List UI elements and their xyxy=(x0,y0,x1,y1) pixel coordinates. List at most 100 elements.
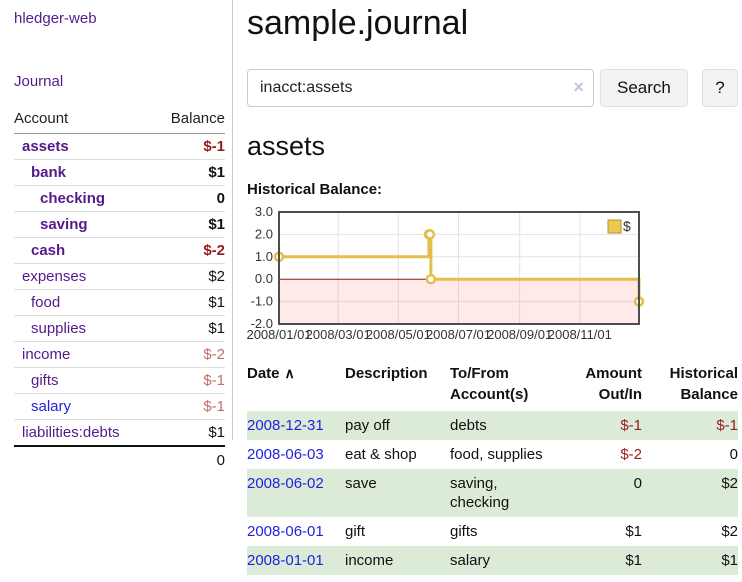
account-row: checking 0 xyxy=(14,185,225,212)
y-tick-label: 3.0 xyxy=(255,204,273,219)
account-link[interactable]: supplies xyxy=(31,320,87,337)
legend-swatch xyxy=(607,219,622,234)
sidebar: hledger-web Journal Account Balance asse… xyxy=(0,0,233,474)
account-link[interactable]: cash xyxy=(31,242,66,259)
account-balance: 0 xyxy=(153,185,225,212)
account-row: bank $1 xyxy=(14,159,225,186)
register-row: 2008-01-01 income salary $1 $1 xyxy=(247,546,738,575)
transaction-date-link[interactable]: 2008-06-03 xyxy=(247,446,324,463)
transaction-amount: $1 xyxy=(625,523,642,540)
account-row: food $1 xyxy=(14,289,225,316)
account-row: cash $-2 xyxy=(14,237,225,264)
clear-search-icon[interactable]: × xyxy=(573,77,584,97)
transaction-description: income xyxy=(345,552,394,569)
data-point-marker xyxy=(424,229,436,240)
transaction-description: pay off xyxy=(345,417,390,434)
account-link[interactable]: expenses xyxy=(22,268,87,285)
account-row: assets $-1 xyxy=(14,133,225,160)
chart-border xyxy=(278,211,640,325)
register-row: 2008-06-02 save saving, checking 0 $2 xyxy=(247,469,738,517)
date-header-label: Date xyxy=(247,365,280,382)
account-balance: $-1 xyxy=(153,133,225,160)
accounts-total-row: 0 xyxy=(14,445,225,474)
account-balance: $-1 xyxy=(153,393,225,420)
x-tick-label: 2008/05/01 xyxy=(366,327,431,342)
description-column-header: Description xyxy=(345,365,428,382)
register-rows: 2008-12-31 pay off debts $-1 $-1 2008-06-03 ea… xyxy=(247,411,738,575)
account-balance: $1 xyxy=(153,315,225,342)
transaction-date-link[interactable]: 2008-01-01 xyxy=(247,552,324,569)
account-link[interactable]: assets xyxy=(22,138,69,155)
account-link[interactable]: liabilities:debts xyxy=(22,424,120,441)
account-row: saving $1 xyxy=(14,211,225,238)
app-brand-link[interactable]: hledger-web xyxy=(14,10,97,27)
account-link[interactable]: checking xyxy=(40,190,106,207)
transaction-date-link[interactable]: 2008-06-01 xyxy=(247,523,324,540)
help-button[interactable]: ? xyxy=(701,69,738,107)
page-title: sample.journal xyxy=(247,4,469,42)
historical-balance-column-header: Historical Balance xyxy=(669,365,738,403)
transaction-accounts: salary xyxy=(450,552,491,569)
transaction-date-link[interactable]: 2008-12-31 xyxy=(247,417,324,434)
register-row: 2008-06-01 gift gifts $1 $2 xyxy=(247,517,738,546)
x-tick-label: 2008/01/01 xyxy=(246,327,311,342)
y-tick-label: 2.0 xyxy=(255,226,273,241)
y-tick-label: -2.0 xyxy=(251,316,273,331)
account-link[interactable]: salary xyxy=(31,398,72,415)
search-button[interactable]: Search xyxy=(600,69,688,107)
account-title: assets xyxy=(247,131,326,161)
balance-column-header: Balance xyxy=(153,108,225,134)
transaction-balance: $1 xyxy=(721,552,738,569)
x-tick-label: 2008/07/01 xyxy=(426,327,491,342)
account-link[interactable]: saving xyxy=(40,216,88,233)
transaction-accounts: saving, checking xyxy=(450,475,510,511)
y-tick-label: 0.0 xyxy=(255,271,273,286)
account-balance: $2 xyxy=(153,263,225,290)
main-content: sample.journal × Search ? assets Histori… xyxy=(246,0,738,575)
transaction-date-link[interactable]: 2008-06-02 xyxy=(247,475,324,492)
search-form: × Search ? xyxy=(247,69,738,107)
negative-region xyxy=(279,279,639,324)
register-table: Date ∧ Description To/From Account(s) Amou… xyxy=(247,363,738,575)
transaction-amount: 0 xyxy=(633,475,642,492)
date-column-header[interactable]: Date ∧ xyxy=(247,363,345,411)
transaction-description: save xyxy=(345,475,377,492)
account-row: supplies $1 xyxy=(14,315,225,342)
sidebar-item-journal[interactable]: Journal xyxy=(14,73,64,90)
account-row: gifts $-1 xyxy=(14,367,225,394)
account-balance: $-2 xyxy=(153,237,225,264)
register-row: 2008-06-03 eat & shop food, supplies $-2 0 xyxy=(247,440,738,469)
x-tick-label: 2008/11/01 xyxy=(548,327,612,342)
register-row: 2008-12-31 pay off debts $-1 $-1 xyxy=(247,411,738,440)
x-tick-label: 2008/03/01 xyxy=(306,327,371,342)
transaction-amount: $-2 xyxy=(620,446,642,463)
transaction-accounts: food, supplies xyxy=(450,446,543,463)
account-link[interactable]: food xyxy=(31,294,61,311)
transaction-description: gift xyxy=(345,523,366,540)
transaction-description: eat & shop xyxy=(345,446,417,463)
transaction-amount: $-1 xyxy=(620,417,642,434)
y-tick-label: -1.0 xyxy=(251,294,273,309)
account-link[interactable]: gifts xyxy=(31,372,59,389)
accounts-total-value: 0 xyxy=(153,445,225,474)
account-balance: $1 xyxy=(153,419,225,447)
x-tick-label: 2008/09/01 xyxy=(487,327,552,342)
account-rows: assets $-1 bank $1 checking 0 saving $1 cash $-2 e… xyxy=(14,133,225,447)
account-link[interactable]: bank xyxy=(31,164,67,181)
legend-label: $ xyxy=(623,218,631,234)
amount-column-header: Amount Out/In xyxy=(585,365,642,403)
accounts-table: Account Balance assets $-1 bank $1 checking 0… xyxy=(14,108,225,474)
search-input[interactable] xyxy=(247,69,594,107)
accounts-column-header: To/From Account(s) xyxy=(450,365,529,403)
account-balance: $1 xyxy=(153,159,225,186)
search-input-wrap: × xyxy=(247,69,594,107)
account-link[interactable]: income xyxy=(22,346,71,363)
accounts-table-header: Account Balance xyxy=(14,108,225,134)
transaction-balance: $2 xyxy=(721,523,738,540)
transaction-balance: 0 xyxy=(729,446,738,463)
data-point-marker xyxy=(425,273,437,285)
transaction-balance: $2 xyxy=(721,475,738,492)
account-row: liabilities:debts $1 xyxy=(14,419,225,447)
transaction-balance: $-1 xyxy=(716,417,738,434)
account-balance: $-2 xyxy=(153,341,225,368)
